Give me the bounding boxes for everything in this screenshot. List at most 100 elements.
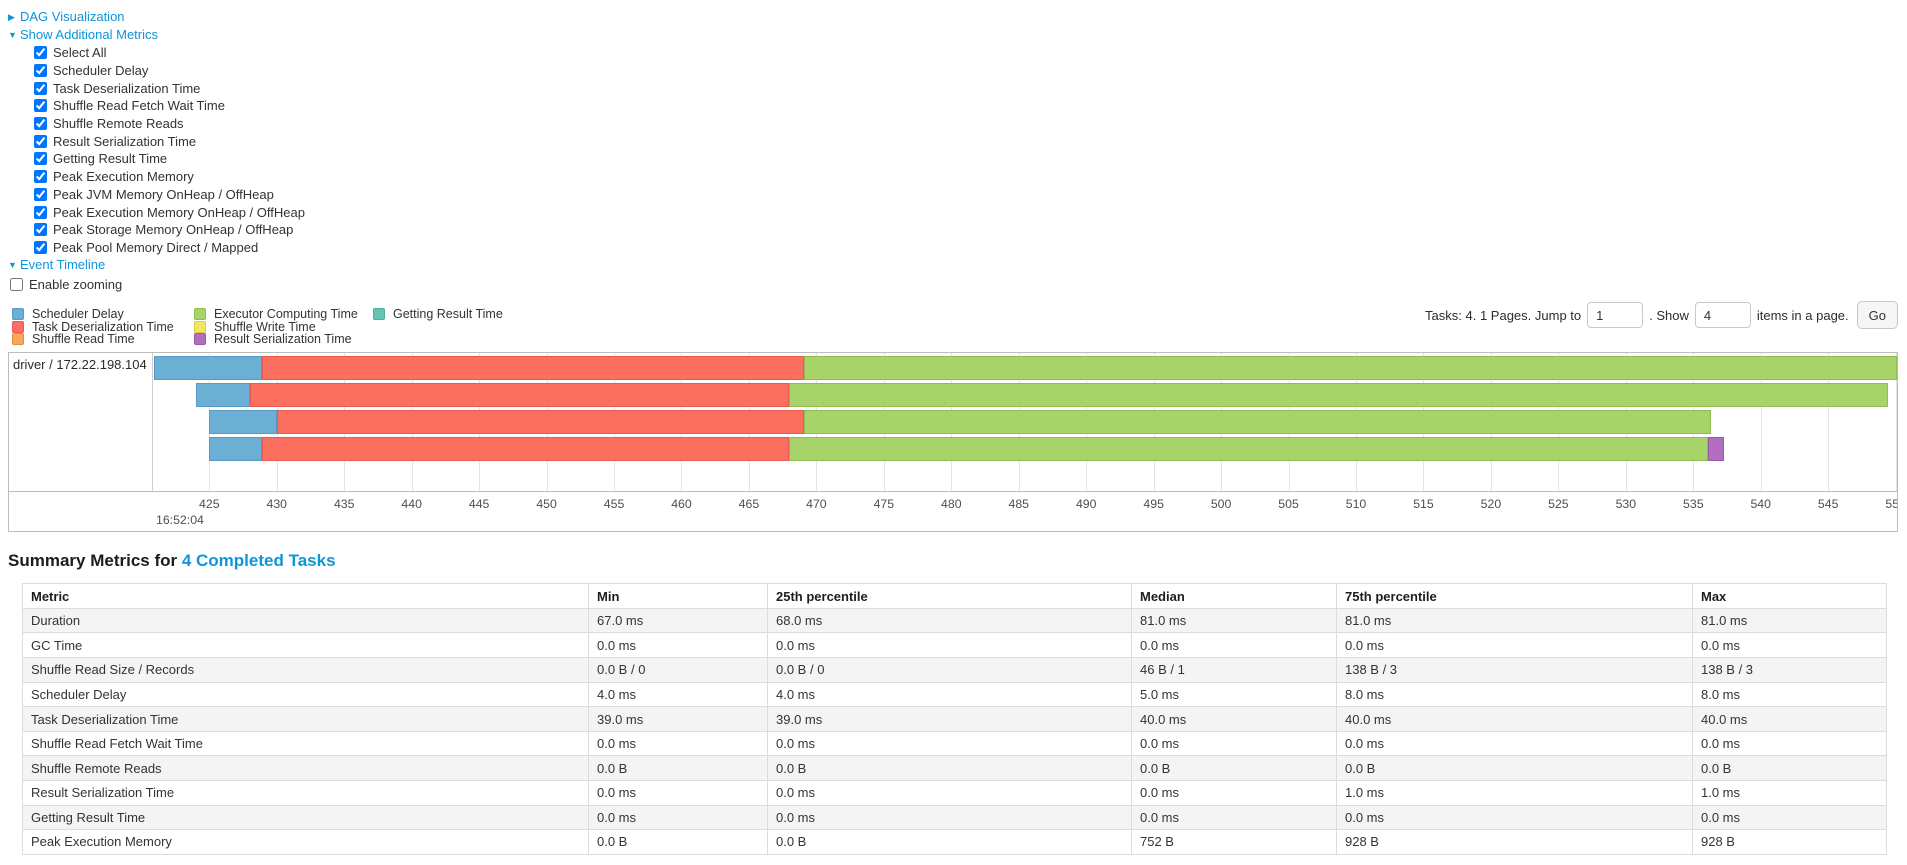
task-bar-segment-scheduler-delay[interactable] bbox=[195, 383, 250, 408]
items-in-page-text: items in a page. bbox=[1756, 307, 1849, 323]
task-bar-segment-result-serialization-time[interactable] bbox=[1708, 437, 1725, 462]
task-bar-segment-executor-computing-time[interactable] bbox=[804, 356, 1897, 381]
metric-checkbox-scheduler-delay[interactable]: Scheduler Delay bbox=[34, 62, 1898, 80]
legend-column: Executor Computing Time Shuffle Write Tim… bbox=[194, 307, 373, 346]
table-row-task-deserialization-time: Task Deserialization Time 39.0 ms 39.0 ms 4… bbox=[22, 706, 1887, 732]
metric-value-cell-min: 0.0 ms bbox=[588, 780, 768, 806]
metric-checkbox-peak-execution-memory[interactable]: Peak Execution Memory bbox=[34, 168, 1898, 186]
metric-checkbox-label: Result Serialization Time bbox=[53, 133, 197, 149]
task-bar-segment-scheduler-delay[interactable] bbox=[209, 410, 277, 435]
axis-tick-label: 505 bbox=[1278, 497, 1299, 512]
metric-value-cell-75th-percentile: 138 B / 3 bbox=[1336, 657, 1693, 683]
axis-tick-label: 525 bbox=[1548, 497, 1569, 512]
show-additional-metrics-toggle[interactable]: ▼ Show Additional Metrics bbox=[8, 26, 1898, 44]
items-per-page-input[interactable] bbox=[1694, 302, 1751, 329]
metric-checkbox-label: Task Deserialization Time bbox=[53, 80, 201, 96]
task-bar-segment-task-deserialization-time[interactable] bbox=[276, 410, 805, 435]
metric-checkbox-input-task-deserialization-time[interactable] bbox=[34, 81, 47, 95]
event-timeline-chart: driver / 172.22.198.104 425 430 435 440 445 4… bbox=[8, 352, 1898, 533]
metric-value-cell-75th-percentile: 0.0 B bbox=[1336, 755, 1693, 781]
metric-value-cell-min: 0.0 ms bbox=[588, 804, 768, 831]
legend-label: Getting Result Time bbox=[393, 306, 503, 321]
metric-value-cell-75th-percentile: 81.0 ms bbox=[1336, 607, 1693, 634]
task-bar-segment-task-deserialization-time[interactable] bbox=[261, 437, 790, 462]
metric-value-cell-min: 0.0 ms bbox=[588, 730, 768, 757]
completed-tasks-link[interactable]: 4 Completed Tasks bbox=[181, 551, 336, 571]
metric-checkbox-peak-pool-memory-direct-mapped[interactable]: Peak Pool Memory Direct / Mapped bbox=[34, 239, 1898, 257]
legend-item-task-deserialization-time: Task Deserialization Time bbox=[12, 320, 194, 334]
metric-value-cell-max: 40.0 ms bbox=[1692, 706, 1887, 732]
legend-column: Scheduler Delay Task Deserialization Time… bbox=[12, 307, 194, 346]
task-pagination: Tasks: 4. 1 Pages. Jump to . Show items … bbox=[1425, 301, 1898, 330]
metric-value-cell-25th-percentile: 0.0 B bbox=[767, 755, 1132, 781]
metric-checkbox-input-select-all[interactable] bbox=[34, 46, 47, 60]
task-bar-segment-executor-computing-time[interactable] bbox=[804, 410, 1711, 435]
metric-checkbox-select-all[interactable]: Select All bbox=[34, 44, 1898, 62]
metric-checkbox-label: Getting Result Time bbox=[53, 151, 168, 167]
event-timeline-toggle[interactable]: ▼ Event Timeline bbox=[8, 256, 1898, 274]
metric-checkbox-list: Select All Scheduler Delay Task Deserializ… bbox=[8, 44, 1898, 256]
metric-value-cell-25th-percentile: 0.0 ms bbox=[767, 730, 1132, 757]
metric-checkbox-task-deserialization-time[interactable]: Task Deserialization Time bbox=[34, 79, 1898, 97]
dag-visualization-link[interactable]: DAG Visualization bbox=[20, 9, 125, 24]
task-bar-segment-task-deserialization-time[interactable] bbox=[261, 356, 805, 381]
task-bar-segment-scheduler-delay[interactable] bbox=[154, 356, 262, 381]
metric-checkbox-input-getting-result-time[interactable] bbox=[34, 152, 47, 166]
metric-checkbox-input-result-serialization-time[interactable] bbox=[34, 134, 47, 148]
metric-value-cell-min: 0.0 ms bbox=[588, 632, 768, 659]
metric-value-cell-25th-percentile: 0.0 ms bbox=[767, 632, 1132, 659]
task-bar-segment-task-deserialization-time[interactable] bbox=[249, 383, 790, 408]
metric-checkbox-getting-result-time[interactable]: Getting Result Time bbox=[34, 150, 1898, 168]
axis-start-time-label: 16:52:04 bbox=[156, 513, 204, 528]
metric-checkbox-input-shuffle-remote-reads[interactable] bbox=[34, 117, 47, 131]
metric-name-cell: Scheduler Delay bbox=[22, 681, 589, 708]
column-header-75th-percentile: 75th percentile bbox=[1336, 583, 1693, 609]
metric-checkbox-result-serialization-time[interactable]: Result Serialization Time bbox=[34, 132, 1898, 150]
axis-tick-label: 425 bbox=[199, 497, 220, 512]
task-bar-segment-scheduler-delay[interactable] bbox=[209, 437, 262, 462]
axis-tick-label: 500 bbox=[1210, 497, 1232, 512]
timeline-plot-area bbox=[154, 353, 1897, 492]
metric-name-cell: Result Serialization Time bbox=[22, 780, 589, 806]
enable-zooming-checkbox[interactable] bbox=[10, 277, 23, 291]
metric-checkbox-input-scheduler-delay[interactable] bbox=[34, 64, 47, 78]
go-button[interactable]: Go bbox=[1856, 301, 1898, 330]
result-serialization-time-color-swatch-icon bbox=[194, 333, 206, 346]
show-text: . Show bbox=[1649, 307, 1689, 323]
metric-name-cell: GC Time bbox=[22, 632, 589, 659]
event-timeline-link[interactable]: Event Timeline bbox=[20, 257, 106, 273]
axis-tick-label: 440 bbox=[401, 497, 422, 512]
enable-zooming-row[interactable]: Enable zooming bbox=[10, 275, 1898, 293]
axis-tick-label: 535 bbox=[1683, 497, 1704, 512]
metric-checkbox-input-peak-jvm-memory-onheap-offheap[interactable] bbox=[34, 187, 47, 201]
task-bar-segment-executor-computing-time[interactable] bbox=[789, 383, 1888, 408]
dag-visualization-toggle[interactable]: ▶ DAG Visualization bbox=[8, 8, 1898, 26]
column-header-25th-percentile: 25th percentile bbox=[767, 583, 1132, 609]
metric-value-cell-median: 0.0 ms bbox=[1131, 804, 1337, 831]
metric-checkbox-input-peak-pool-memory-direct-mapped[interactable] bbox=[34, 240, 47, 254]
metric-checkbox-shuffle-read-fetch-wait-time[interactable]: Shuffle Read Fetch Wait Time bbox=[34, 97, 1898, 115]
metric-checkbox-label: Peak Pool Memory Direct / Mapped bbox=[53, 239, 259, 255]
axis-tick-label: 530 bbox=[1615, 497, 1637, 512]
metric-value-cell-75th-percentile: 1.0 ms bbox=[1336, 780, 1693, 806]
metric-checkbox-input-peak-storage-memory-onheap-offheap[interactable] bbox=[34, 223, 47, 237]
metric-checkbox-shuffle-remote-reads[interactable]: Shuffle Remote Reads bbox=[34, 115, 1898, 133]
task-deserialization-time-color-swatch-icon bbox=[12, 320, 24, 333]
metric-value-cell-25th-percentile: 0.0 B / 0 bbox=[767, 657, 1132, 683]
scheduler-delay-color-swatch-icon bbox=[12, 307, 24, 320]
metric-value-cell-25th-percentile: 68.0 ms bbox=[767, 607, 1132, 634]
show-additional-metrics-link[interactable]: Show Additional Metrics bbox=[20, 27, 159, 42]
metric-checkbox-peak-execution-memory-onheap-offheap[interactable]: Peak Execution Memory OnHeap / OffHeap bbox=[34, 203, 1898, 221]
metric-checkbox-peak-jvm-memory-onheap-offheap[interactable]: Peak JVM Memory OnHeap / OffHeap bbox=[34, 186, 1898, 204]
metric-checkbox-input-peak-execution-memory-onheap-offheap[interactable] bbox=[34, 205, 47, 219]
metric-checkbox-peak-storage-memory-onheap-offheap[interactable]: Peak Storage Memory OnHeap / OffHeap bbox=[34, 221, 1898, 239]
metric-checkbox-input-shuffle-read-fetch-wait-time[interactable] bbox=[34, 99, 47, 113]
tasks-count-text: Tasks: 4. 1 Pages. Jump to bbox=[1425, 307, 1582, 323]
metric-value-cell-min: 67.0 ms bbox=[588, 607, 768, 634]
table-row-shuffle-read-fetch-wait-time: Shuffle Read Fetch Wait Time 0.0 ms 0.0 ms… bbox=[22, 730, 1887, 757]
axis-tick-label: 450 bbox=[536, 497, 557, 512]
task-bar-segment-executor-computing-time[interactable] bbox=[789, 437, 1709, 462]
metric-checkbox-input-peak-execution-memory[interactable] bbox=[34, 170, 47, 184]
jump-to-page-input[interactable] bbox=[1587, 302, 1644, 329]
axis-tick-label: 465 bbox=[738, 497, 760, 512]
